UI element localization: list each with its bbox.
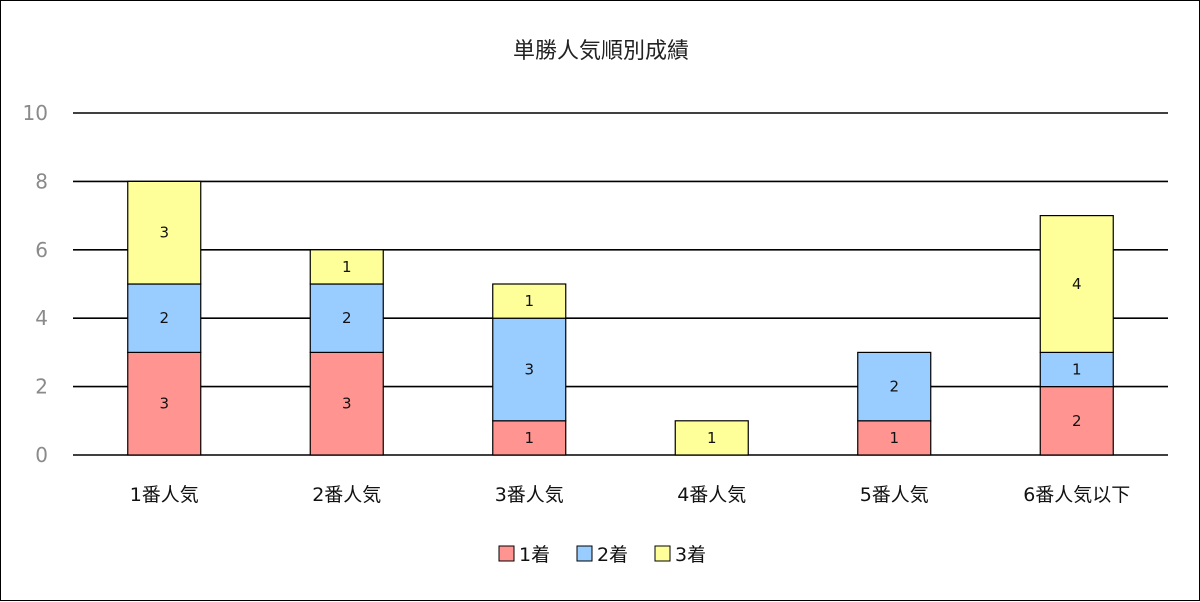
data-label: 2 <box>342 309 352 327</box>
x-tick-label: 4番人気 <box>677 484 746 506</box>
gridlines <box>73 112 1168 456</box>
legend-swatch <box>498 545 515 562</box>
bar-segment <box>127 351 202 456</box>
legend-swatch <box>654 545 671 562</box>
bar-segment <box>127 283 202 354</box>
legend-label: 1着 <box>519 544 550 566</box>
data-label: 1 <box>342 258 352 276</box>
data-label: 3 <box>342 395 352 413</box>
y-tick-label: 2 <box>35 375 48 399</box>
bar-segment <box>309 283 384 354</box>
x-tick-label: 2番人気 <box>312 484 381 506</box>
y-tick-label: 0 <box>35 443 48 467</box>
y-tick-label: 8 <box>35 169 48 193</box>
x-tick-label: 1番人気 <box>130 484 199 506</box>
legend: 1着 2着 3着 <box>498 544 706 566</box>
x-tick-label: 6番人気以下 <box>1023 484 1130 506</box>
y-tick-label: 10 <box>23 101 48 125</box>
legend-label: 3着 <box>675 544 706 566</box>
y-tick-label: 4 <box>35 306 48 330</box>
bars: 3 2 3 3 2 1 1 3 1 1 1 2 2 1 4 <box>127 180 1114 456</box>
y-axis-ticks: 0 2 4 6 8 10 <box>23 101 48 467</box>
data-label: 3 <box>524 361 534 379</box>
bar-segment <box>1039 386 1114 456</box>
data-label: 1 <box>707 429 717 447</box>
data-label: 2 <box>1072 412 1082 430</box>
data-label: 1 <box>889 429 899 447</box>
data-label: 1 <box>524 429 534 447</box>
x-axis-ticks: 1番人気 2番人気 3番人気 4番人気 5番人気 6番人気以下 <box>130 484 1131 506</box>
bar-segment <box>857 351 932 422</box>
chart-title: 単勝人気順別成績 <box>513 39 689 64</box>
x-tick-label: 3番人気 <box>495 484 564 506</box>
bar-segment <box>857 420 932 456</box>
y-tick-label: 6 <box>35 238 48 262</box>
bar-segment <box>674 420 749 456</box>
bar-segment <box>309 249 384 285</box>
data-label: 3 <box>159 224 169 242</box>
data-label: 4 <box>1072 275 1082 293</box>
data-label: 2 <box>889 378 899 396</box>
data-label: 1 <box>524 292 534 310</box>
data-label: 3 <box>159 395 169 413</box>
bar-segment <box>127 180 202 285</box>
data-label: 2 <box>159 309 169 327</box>
bar-segment <box>309 351 384 456</box>
bar-segment <box>492 317 567 422</box>
data-label: 1 <box>1072 361 1082 379</box>
bar-segment <box>492 283 567 319</box>
x-tick-label: 5番人気 <box>860 484 929 506</box>
bar-segment <box>1039 351 1114 388</box>
legend-swatch <box>576 545 593 562</box>
bar-segment <box>1039 215 1114 354</box>
legend-label: 2着 <box>597 544 628 566</box>
